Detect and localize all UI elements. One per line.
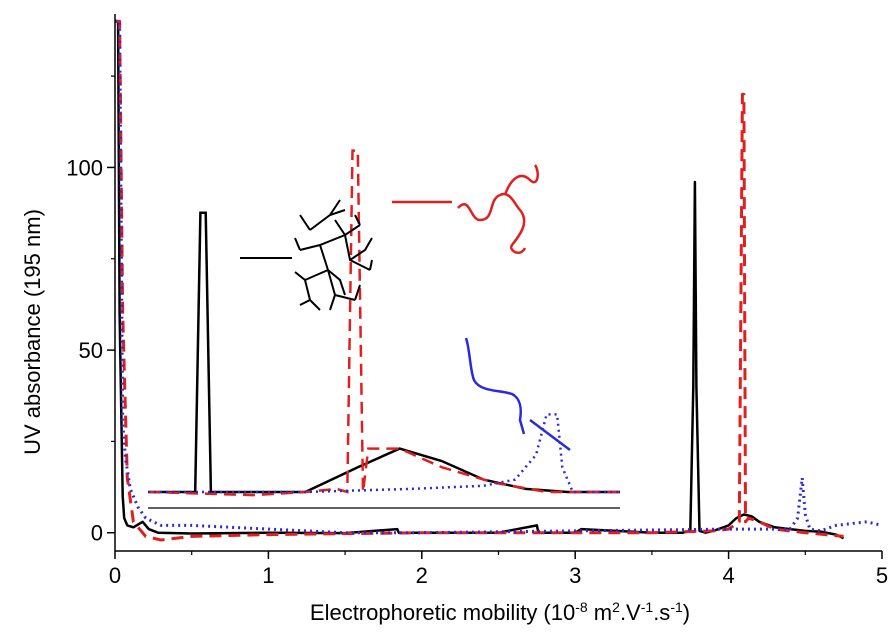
- x-tick-label: 1: [262, 563, 274, 588]
- x-ticks: 0 1 2 3 4 5: [109, 551, 888, 588]
- series-line-2: [115, 19, 883, 535]
- y-tick-label: 100: [66, 155, 103, 180]
- series-line-0: [115, 20, 845, 540]
- coil-polymer-icon: [392, 164, 539, 255]
- y-tick-label: 0: [91, 521, 103, 546]
- inset-layer: [147, 149, 620, 509]
- x-tick-label: 0: [109, 563, 121, 588]
- y-tick-label: 50: [79, 338, 103, 363]
- y-ticks: 0 50 100: [66, 75, 115, 546]
- x-axis-title: Electrophoretic mobility (10-8 m2.V-1.s-…: [310, 599, 690, 625]
- y-axis-title: UV absorbance (195 nm): [20, 209, 45, 455]
- x-tick-label: 3: [569, 563, 581, 588]
- series-line-1: [115, 19, 844, 542]
- inset-series-line-1: [147, 149, 620, 497]
- inset-series-line-2: [148, 413, 620, 494]
- x-tick-label: 4: [722, 563, 734, 588]
- x-tick-label: 5: [876, 563, 888, 588]
- linear-polymer-icon: [464, 337, 571, 451]
- series-layer: [115, 19, 883, 542]
- dendrimer-icon: [240, 199, 373, 311]
- axes: [114, 14, 882, 552]
- inset-series-line-0: [148, 211, 620, 494]
- x-tick-label: 2: [416, 563, 428, 588]
